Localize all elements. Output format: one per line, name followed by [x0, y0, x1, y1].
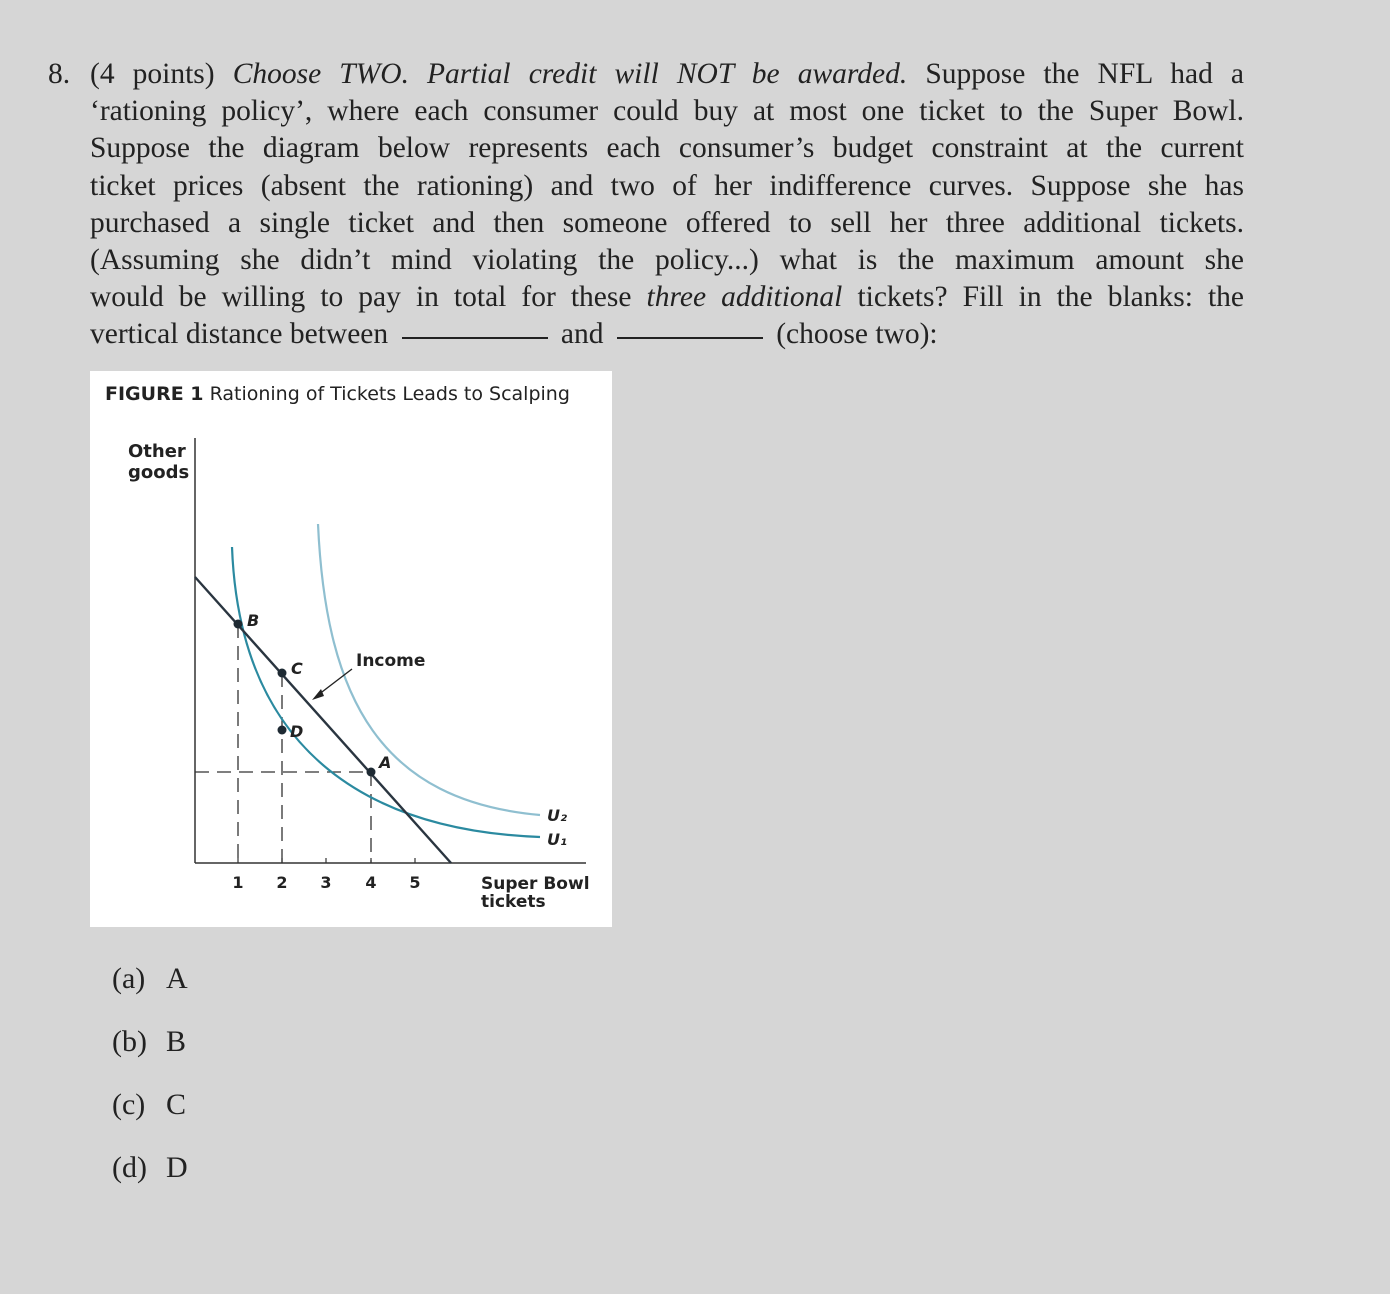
question-line: ‘rationing policy’, where each consumer … — [90, 95, 1244, 128]
x-axis-label-line1: Super Bowl — [481, 874, 590, 894]
indifference-curve-u1 — [230, 546, 541, 839]
question-points: (4 points) — [90, 58, 215, 90]
point-a — [366, 767, 376, 777]
income-arrow — [317, 668, 353, 696]
question-line: (Assuming she didn’t mind violating the … — [90, 244, 1244, 277]
x-tick-label: 4 — [365, 873, 376, 892]
option-label: (d) — [112, 1151, 147, 1184]
option-d[interactable]: (d) D — [112, 1151, 188, 1185]
x-tick-label: 5 — [409, 873, 420, 892]
y-axis-label-line2: goods — [128, 462, 189, 483]
option-b[interactable]: (b) B — [112, 1025, 186, 1059]
question: 8. (4 points) Choose TWO. Partial credit… — [48, 56, 1244, 354]
label-b: B — [247, 611, 259, 630]
answer-blank-2 — [616, 336, 763, 340]
point-c — [277, 668, 287, 678]
figure-caption: Rationing of Tickets Leads to Scalping — [209, 383, 570, 405]
x-tick-label: 3 — [320, 873, 331, 892]
label-u2: U₂ — [547, 806, 567, 825]
x-tick-label: 1 — [232, 873, 243, 892]
question-line: would be willing to pay in total for the… — [90, 279, 1244, 316]
x-axis-label-line2: tickets — [481, 892, 546, 912]
option-a[interactable]: (a) A — [112, 962, 188, 996]
option-c[interactable]: (c) C — [112, 1088, 186, 1122]
question-text: tickets? Fill in the blanks: the — [857, 281, 1244, 314]
option-text: B — [166, 1025, 187, 1058]
question-body: (4 points) Choose TWO. Partial credit wi… — [90, 56, 1244, 354]
label-u1: U₁ — [547, 830, 567, 849]
question-emphasis: three additional — [646, 281, 843, 314]
question-text: (choose two): — [776, 318, 938, 351]
question-line: Suppose the diagram below represents eac… — [90, 132, 1244, 165]
question-number: 8. — [48, 58, 71, 90]
y-axis-label-line1: Other — [128, 441, 186, 462]
label-c: C — [291, 659, 303, 678]
option-text: A — [166, 962, 188, 995]
income-label: Income — [356, 651, 425, 671]
question-line: purchased a single ticket and then someo… — [90, 206, 1244, 239]
question-text: and — [560, 318, 604, 351]
budget-line — [194, 576, 452, 864]
indifference-curve-u2 — [316, 523, 541, 817]
option-text: D — [166, 1151, 188, 1184]
point-b — [233, 619, 243, 629]
label-d: D — [290, 722, 303, 741]
question-line: (4 points) Choose TWO. Partial credit wi… — [90, 56, 1244, 93]
question-line: ticket prices (absent the rationing) and… — [90, 169, 1244, 202]
question-line: vertical distance between and (choose tw… — [90, 316, 1244, 353]
income-arrowhead — [312, 689, 324, 700]
point-d — [277, 725, 287, 735]
option-label: (b) — [112, 1025, 147, 1058]
diagram: B C D A Income U₂ U₁ Other goods Super B… — [128, 438, 590, 912]
figure: FIGURE 1 Rationing of Tickets Leads to S… — [90, 371, 612, 927]
question-text: vertical distance between — [90, 318, 389, 351]
question-text: Suppose the NFL had a — [925, 58, 1245, 90]
label-a: A — [377, 753, 391, 772]
answer-blank-1 — [401, 336, 548, 340]
option-text: C — [166, 1088, 187, 1121]
option-label: (c) — [112, 1088, 146, 1121]
option-label: (a) — [112, 962, 146, 995]
figure-number: FIGURE 1 — [105, 383, 204, 405]
x-tick-label: 2 — [276, 873, 287, 892]
figure-title: FIGURE 1 Rationing of Tickets Leads to S… — [105, 383, 570, 405]
question-text: would be willing to pay in total for the… — [90, 281, 632, 314]
question-instruction: Choose TWO. Partial credit will NOT be a… — [232, 58, 908, 90]
